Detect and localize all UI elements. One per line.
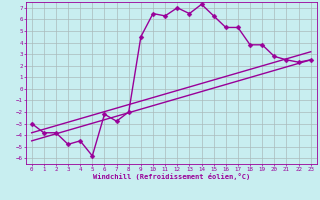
X-axis label: Windchill (Refroidissement éolien,°C): Windchill (Refroidissement éolien,°C): [92, 173, 250, 180]
